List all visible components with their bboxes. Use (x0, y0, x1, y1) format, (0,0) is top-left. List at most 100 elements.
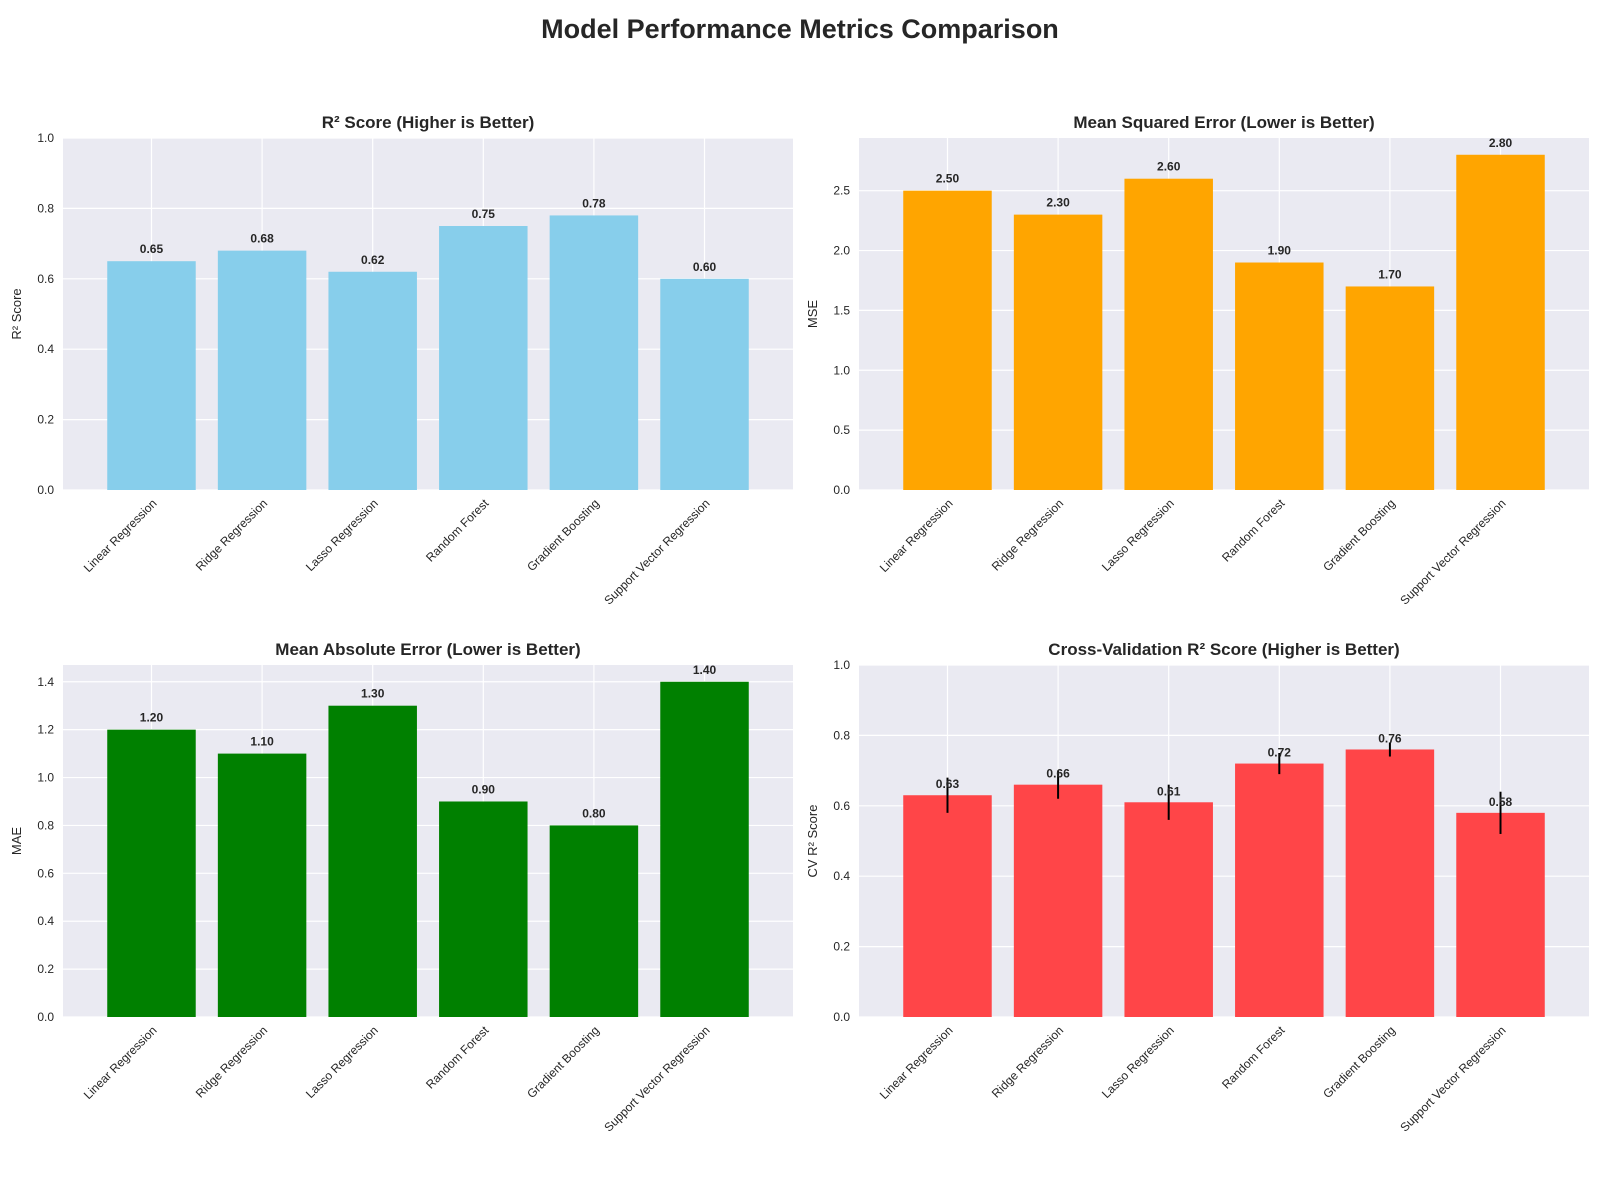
y-axis-label-mse: MSE (805, 300, 820, 329)
value-label-random-forest: 0.90 (472, 782, 496, 796)
bar-support-vector-regression (1456, 154, 1545, 490)
bar-random-forest (1235, 262, 1324, 490)
x-tick-label-random-forest: Random Forest (1219, 1023, 1288, 1092)
bar-gradient-boosting (549, 215, 639, 490)
bar-linear-regression (107, 729, 196, 1017)
bar-linear-regression (107, 261, 196, 490)
y-tick-label: 0.6 (37, 272, 54, 286)
y-tick-label: 0.5 (833, 423, 850, 437)
value-label-ridge-regression: 0.68 (250, 232, 274, 246)
value-label-support-vector-regression: 0.58 (1489, 795, 1513, 809)
value-label-lasso-regression: 2.60 (1157, 160, 1181, 174)
x-tick-label-ridge-regression: Ridge Regression (989, 1023, 1066, 1100)
value-label-gradient-boosting: 0.76 (1378, 731, 1402, 745)
value-label-support-vector-regression: 2.80 (1489, 136, 1513, 150)
y-tick-label: 0.6 (833, 799, 850, 813)
value-label-lasso-regression: 0.62 (361, 253, 385, 267)
bar-lasso-regression (328, 271, 417, 490)
x-tick-label-random-forest: Random Forest (1219, 496, 1288, 565)
bar-lasso-regression (1124, 802, 1213, 1017)
panel-mse: 0.0 0.5 1.0 1.5 2.0 2.5 2.50 2.30 2.60 1.90 1.70 2.… (805, 113, 1589, 608)
x-tick-label-gradient-boosting: Gradient Boosting (1320, 1023, 1398, 1101)
bar-lasso-regression (328, 705, 417, 1017)
panel-cv-r2-score: 0.0 0.2 0.4 0.6 0.8 1.0 0.63 0.66 0.61 0.72 0.76 0.… (805, 640, 1589, 1135)
y-tick-label: 0.8 (37, 201, 54, 215)
x-tick-label-ridge-regression: Ridge Regression (989, 496, 1066, 573)
value-label-gradient-boosting: 0.80 (582, 806, 606, 820)
value-label-random-forest: 0.72 (1268, 746, 1292, 760)
y-tick-label: 0.0 (37, 1010, 54, 1024)
y-tick-label: 1.0 (37, 771, 54, 785)
x-tick-label-linear-regression: Linear Regression (877, 496, 956, 575)
value-label-gradient-boosting: 1.70 (1378, 267, 1402, 281)
x-tick-label-support-vector-regression: Support Vector Regression (601, 1023, 712, 1134)
bar-lasso-regression (1124, 178, 1213, 490)
x-tick-label-gradient-boosting: Gradient Boosting (524, 1023, 602, 1101)
subplot-title-mse: Mean Squared Error (Lower is Better) (1073, 113, 1374, 132)
x-tick-label-lasso-regression: Lasso Regression (303, 496, 381, 574)
bar-random-forest (1235, 763, 1324, 1017)
y-tick-label: 1.0 (833, 658, 850, 672)
subplot-title-mae: Mean Absolute Error (Lower is Better) (275, 640, 580, 659)
x-tick-label-random-forest: Random Forest (423, 496, 492, 565)
bar-gradient-boosting (1345, 286, 1435, 490)
x-tick-label-lasso-regression: Lasso Regression (1099, 496, 1177, 574)
x-tick-label-ridge-regression: Ridge Regression (193, 1023, 270, 1100)
x-tick-label-gradient-boosting: Gradient Boosting (524, 496, 602, 574)
y-tick-label: 2.0 (833, 244, 850, 258)
figure-title: Model Performance Metrics Comparison (541, 14, 1059, 44)
value-label-support-vector-regression: 1.40 (693, 663, 717, 677)
value-label-linear-regression: 2.50 (936, 172, 960, 186)
y-axis-label-cv: CV R² Score (805, 805, 820, 878)
value-label-random-forest: 0.75 (472, 207, 496, 221)
x-tick-label-linear-regression: Linear Regression (81, 1023, 160, 1102)
value-label-linear-regression: 1.20 (140, 711, 164, 725)
value-label-ridge-regression: 0.66 (1046, 767, 1070, 781)
y-tick-label: 1.0 (833, 363, 850, 377)
x-tick-label-support-vector-regression: Support Vector Regression (1397, 1023, 1508, 1134)
y-tick-label: 0.0 (37, 483, 54, 497)
bar-random-forest (439, 801, 528, 1017)
value-label-linear-regression: 0.65 (140, 242, 164, 256)
y-tick-label: 0.2 (37, 413, 54, 427)
x-tick-label-gradient-boosting: Gradient Boosting (1320, 496, 1398, 574)
y-axis-label-mae: MAE (9, 827, 24, 856)
y-tick-label: 0.8 (833, 728, 850, 742)
y-tick-label: 1.5 (833, 303, 850, 317)
subplot-title-r2: R² Score (Higher is Better) (322, 113, 535, 132)
y-axis-label-r2: R² Score (9, 288, 24, 339)
value-label-support-vector-regression: 0.60 (693, 260, 717, 274)
value-label-ridge-regression: 2.30 (1046, 196, 1070, 210)
y-tick-label: 0.2 (833, 940, 850, 954)
bar-linear-regression (903, 795, 992, 1017)
y-tick-label: 1.4 (37, 675, 54, 689)
x-tick-label-support-vector-regression: Support Vector Regression (601, 496, 712, 607)
y-tick-label: 0.6 (37, 866, 54, 880)
bar-support-vector-regression (660, 278, 749, 490)
value-label-random-forest: 1.90 (1268, 244, 1292, 258)
value-label-lasso-regression: 0.61 (1157, 784, 1181, 798)
y-tick-label: 1.0 (37, 131, 54, 145)
bar-ridge-regression (217, 753, 307, 1017)
x-tick-label-linear-regression: Linear Regression (877, 1023, 956, 1102)
x-tick-label-lasso-regression: Lasso Regression (1099, 1023, 1177, 1101)
x-tick-label-support-vector-regression: Support Vector Regression (1397, 496, 1508, 607)
subplot-title-cv: Cross-Validation R² Score (Higher is Bet… (1048, 640, 1399, 659)
value-label-lasso-regression: 1.30 (361, 687, 385, 701)
y-tick-label: 0.2 (37, 962, 54, 976)
y-tick-label: 1.2 (37, 723, 54, 737)
x-tick-label-ridge-regression: Ridge Regression (193, 496, 270, 573)
bar-ridge-regression (217, 250, 307, 490)
bar-gradient-boosting (549, 825, 639, 1017)
value-label-ridge-regression: 1.10 (250, 735, 274, 749)
bar-ridge-regression (1013, 214, 1103, 490)
bar-support-vector-regression (1456, 812, 1545, 1017)
y-tick-label: 0.8 (37, 818, 54, 832)
bar-gradient-boosting (1345, 749, 1435, 1017)
y-tick-label: 0.0 (833, 1010, 850, 1024)
bar-support-vector-regression (660, 681, 749, 1017)
value-label-linear-regression: 0.63 (936, 777, 960, 791)
y-tick-label: 0.4 (833, 869, 850, 883)
